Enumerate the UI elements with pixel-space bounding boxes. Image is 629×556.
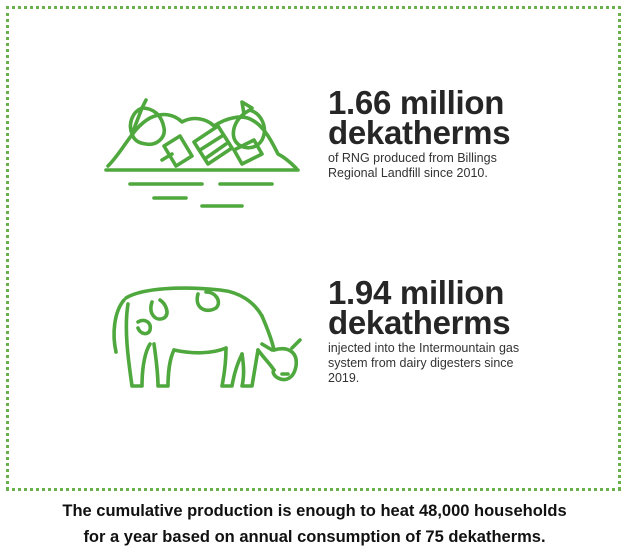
footer-line-2: for a year based on annual consumption o… [83,528,546,546]
stat-dairy-text: 1.94 million dekatherms injected into th… [328,274,538,386]
stat-landfill-text: 1.66 million dekatherms of RNG produced … [328,84,538,181]
stat-description: of RNG produced from Billings Regional L… [328,151,497,180]
infographic-frame [6,6,621,490]
stat-description: injected into the Intermountain gas syst… [328,341,520,385]
stat-value: 1.94 million [328,274,505,311]
stat-unit: dekatherms [328,304,511,341]
footer-divider [6,488,621,491]
landfill-icon [102,88,302,223]
stat-unit: dekatherms [328,114,511,151]
footer-note: The cumulative production is enough to h… [0,498,629,550]
stat-dairy: 1.94 million dekatherms injected into th… [102,276,532,428]
cow-icon [102,278,302,413]
stat-value: 1.66 million [328,84,505,121]
stat-landfill: 1.66 million dekatherms of RNG produced … [102,86,532,238]
footer-line-1: The cumulative production is enough to h… [62,502,567,520]
